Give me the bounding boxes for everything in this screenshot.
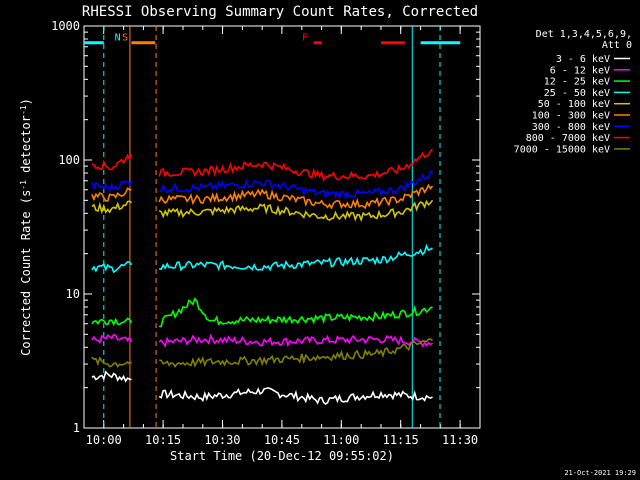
y-axis-label-superscript: -1 <box>19 180 28 190</box>
legend-label: 6 - 12 keV <box>550 65 610 76</box>
legend-label: 7000 - 15000 keV <box>514 144 610 155</box>
series-line-7 <box>158 148 434 183</box>
legend-label: 50 - 100 keV <box>538 99 610 110</box>
legend-label: 300 - 800 keV <box>532 122 610 133</box>
series-line-2 <box>91 317 133 327</box>
y-axis-label-superscript: -1 <box>19 105 28 115</box>
x-tick-label: 10:15 <box>145 433 181 447</box>
series-line-0 <box>158 387 433 406</box>
series-line-2 <box>159 297 433 328</box>
series-line-8 <box>159 338 433 368</box>
series-line-1 <box>158 333 433 348</box>
flag-label-n: N <box>115 33 121 44</box>
footer-timestamp: 21-Oct-2021 19:29 <box>564 469 636 477</box>
flag-label-s: S <box>122 33 128 44</box>
y-tick-label: 100 <box>58 153 80 167</box>
legend-label: 100 - 300 keV <box>532 111 610 122</box>
x-axis-label: Start Time (20-Dec-12 09:55:02) <box>170 449 394 463</box>
series-line-7 <box>91 153 133 171</box>
y-axis-label: Corrected Count Rate (s-1 detector-1) <box>19 98 34 356</box>
y-axis-label-part: ) <box>19 98 33 105</box>
y-axis-label-part: Corrected Count Rate (s <box>19 190 33 356</box>
series-line-4 <box>91 200 132 215</box>
series-line-8 <box>91 356 132 368</box>
series-line-4 <box>158 199 434 223</box>
legend-label: 800 - 7000 keV <box>526 133 610 144</box>
x-tick-label: 10:30 <box>204 433 240 447</box>
legend-header: Det 1,3,4,5,6,9, <box>536 29 632 40</box>
x-tick-label: 10:45 <box>264 433 300 447</box>
series-line-3 <box>159 243 433 272</box>
legend-label: 3 - 6 keV <box>556 54 610 65</box>
series-line-5 <box>158 183 434 210</box>
legend-label: 25 - 50 keV <box>544 88 610 99</box>
y-tick-label: 1 <box>73 421 80 435</box>
y-tick-label: 1000 <box>51 19 80 33</box>
x-tick-label: 11:30 <box>442 433 478 447</box>
flag-label-f: F <box>302 33 308 44</box>
series-line-6 <box>91 180 133 193</box>
x-tick-label: 10:00 <box>86 433 122 447</box>
series-line-0 <box>91 370 132 383</box>
legend-header: Att 0 <box>602 40 632 51</box>
x-tick-label: 11:15 <box>383 433 419 447</box>
series-line-3 <box>91 260 133 274</box>
x-tick-label: 11:00 <box>323 433 359 447</box>
series-line-5 <box>91 187 132 202</box>
y-tick-label: 10 <box>66 287 80 301</box>
legend-label: 12 - 25 keV <box>544 77 610 88</box>
plot-area: 1 10 100 1000 10:00 10:15 10:30 10:45 11:00 11:15… <box>19 19 481 463</box>
series-line-1 <box>91 333 133 345</box>
chart-title: RHESSI Observing Summary Count Rates, Co… <box>82 4 478 20</box>
y-axis-label-part: detector <box>19 115 33 180</box>
series-line-6 <box>158 169 434 201</box>
